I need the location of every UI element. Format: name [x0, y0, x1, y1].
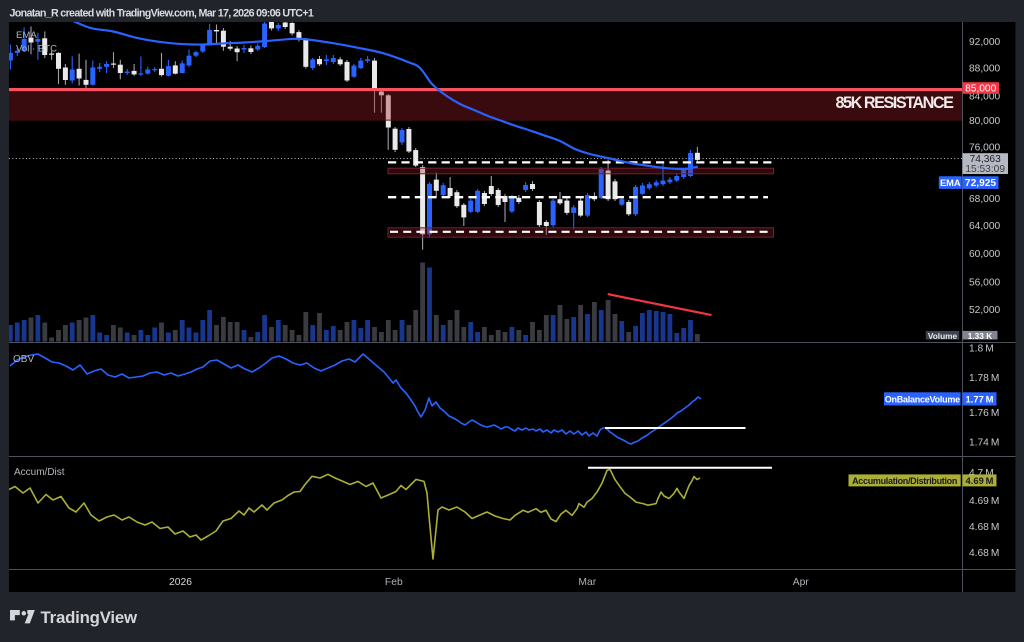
svg-text:68,000: 68,000 [969, 194, 1000, 205]
svg-text:Jonatan_R created with Trading: Jonatan_R created with TradingView.com, … [10, 8, 314, 20]
svg-text:Mar: Mar [578, 577, 596, 588]
svg-text:TradingView: TradingView [41, 608, 138, 627]
svg-text:15:53:09: 15:53:09 [965, 164, 1005, 175]
svg-text:EMA: EMA [940, 178, 961, 188]
svg-text:84,000: 84,000 [969, 91, 1000, 102]
svg-text:1.78 M: 1.78 M [969, 373, 999, 384]
svg-text:85K RESISTANCE: 85K RESISTANCE [835, 94, 954, 112]
svg-text:1.76 M: 1.76 M [969, 408, 999, 419]
svg-text:OnBalanceVolume: OnBalanceVolume [885, 395, 960, 405]
svg-text:1.33 K: 1.33 K [968, 331, 992, 341]
svg-text:52,000: 52,000 [969, 305, 1000, 316]
svg-text:OBV: OBV [13, 354, 34, 365]
svg-text:74,363: 74,363 [970, 154, 1001, 165]
svg-text:92,000: 92,000 [969, 37, 1000, 48]
svg-text:Accumulation/Distribution: Accumulation/Distribution [852, 476, 957, 486]
svg-text:1.74 M: 1.74 M [969, 437, 999, 448]
svg-text:1.77 M: 1.77 M [966, 394, 994, 405]
svg-text:4.68 M: 4.68 M [969, 548, 999, 559]
svg-text:80,000: 80,000 [969, 116, 1000, 127]
svg-text:4.69 M: 4.69 M [969, 496, 999, 507]
svg-text:88,000: 88,000 [969, 63, 1000, 74]
svg-text:EMA: EMA [16, 30, 37, 41]
svg-text:Apr: Apr [793, 577, 810, 588]
svg-text:60,000: 60,000 [969, 249, 1000, 260]
svg-text:4.68 M: 4.68 M [969, 522, 999, 533]
svg-text:Vol · BTC: Vol · BTC [16, 44, 57, 55]
svg-text:Volume: Volume [928, 331, 958, 341]
svg-text:85,000: 85,000 [965, 84, 996, 95]
svg-text:2026: 2026 [169, 577, 192, 588]
svg-text:4.7 M: 4.7 M [969, 468, 994, 479]
svg-text:Accum/Dist: Accum/Dist [14, 467, 65, 478]
svg-text:4.69 M: 4.69 M [966, 475, 994, 486]
svg-text:64,000: 64,000 [969, 221, 1000, 232]
svg-text:1.8 M: 1.8 M [969, 343, 994, 354]
svg-text:56,000: 56,000 [969, 277, 1000, 288]
svg-text:Feb: Feb [385, 577, 403, 588]
svg-text:76,000: 76,000 [969, 143, 1000, 154]
svg-text:72,925: 72,925 [965, 178, 996, 189]
